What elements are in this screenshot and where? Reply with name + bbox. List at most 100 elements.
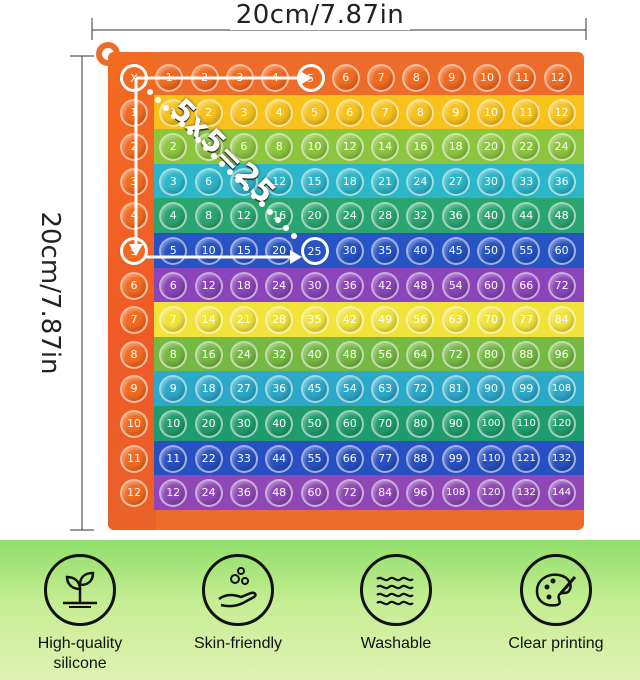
product-bubble[interactable]: 100 bbox=[477, 410, 505, 438]
product-bubble[interactable]: 6 bbox=[335, 98, 364, 127]
product-bubble[interactable]: 54 bbox=[335, 375, 364, 404]
header-bubble[interactable]: 10 bbox=[473, 64, 501, 92]
product-bubble[interactable]: 42 bbox=[335, 306, 364, 335]
header-bubble[interactable]: 1 bbox=[155, 64, 184, 92]
product-bubble[interactable]: 10 bbox=[300, 133, 329, 162]
product-bubble[interactable]: 99 bbox=[441, 444, 470, 473]
product-bubble[interactable]: 132 bbox=[547, 444, 576, 473]
product-bubble[interactable]: 121 bbox=[512, 444, 541, 473]
product-bubble[interactable]: 7 bbox=[159, 306, 188, 335]
product-bubble[interactable]: 8 bbox=[194, 202, 223, 231]
product-bubble[interactable]: 30 bbox=[477, 167, 505, 196]
product-bubble[interactable]: 9 bbox=[441, 98, 470, 127]
product-bubble[interactable]: 110 bbox=[477, 444, 505, 473]
product-bubble[interactable]: 63 bbox=[371, 375, 400, 404]
product-bubble[interactable]: 44 bbox=[512, 202, 541, 231]
product-bubble[interactable]: 45 bbox=[441, 237, 470, 265]
product-bubble[interactable]: 90 bbox=[477, 375, 505, 404]
header-bubble[interactable]: 8 bbox=[402, 64, 431, 92]
product-bubble[interactable]: 77 bbox=[512, 306, 541, 335]
corner-bubble[interactable]: X bbox=[120, 64, 148, 92]
product-bubble[interactable]: 27 bbox=[229, 375, 258, 404]
product-bubble[interactable]: 84 bbox=[371, 479, 400, 508]
product-bubble[interactable]: 40 bbox=[265, 410, 294, 438]
row-header-bubble[interactable]: 5 bbox=[120, 237, 148, 265]
product-bubble[interactable]: 24 bbox=[265, 271, 294, 300]
product-bubble[interactable]: 21 bbox=[229, 306, 258, 335]
product-bubble[interactable]: 96 bbox=[547, 340, 576, 369]
product-bubble[interactable]: 22 bbox=[512, 133, 541, 162]
product-bubble[interactable]: 24 bbox=[406, 167, 435, 196]
product-bubble[interactable]: 30 bbox=[229, 410, 258, 438]
product-bubble[interactable]: 25 bbox=[300, 237, 329, 265]
product-bubble[interactable]: 18 bbox=[194, 375, 223, 404]
product-bubble[interactable]: 11 bbox=[159, 444, 188, 473]
row-header-bubble[interactable]: 10 bbox=[120, 410, 148, 438]
product-bubble[interactable]: 64 bbox=[406, 340, 435, 369]
product-bubble[interactable]: 18 bbox=[335, 167, 364, 196]
row-header-bubble[interactable]: 4 bbox=[120, 202, 148, 231]
product-bubble[interactable]: 84 bbox=[547, 306, 576, 335]
header-bubble[interactable]: 7 bbox=[367, 64, 396, 92]
product-bubble[interactable]: 36 bbox=[335, 271, 364, 300]
product-bubble[interactable]: 18 bbox=[229, 271, 258, 300]
product-bubble[interactable]: 48 bbox=[335, 340, 364, 369]
product-bubble[interactable]: 3 bbox=[229, 98, 258, 127]
product-bubble[interactable]: 14 bbox=[194, 306, 223, 335]
product-bubble[interactable]: 9 bbox=[229, 167, 258, 196]
product-bubble[interactable]: 8 bbox=[265, 133, 294, 162]
product-bubble[interactable]: 96 bbox=[406, 479, 435, 508]
header-bubble[interactable]: 12 bbox=[543, 64, 572, 92]
product-bubble[interactable]: 2 bbox=[159, 133, 188, 162]
product-bubble[interactable]: 48 bbox=[547, 202, 576, 231]
product-bubble[interactable]: 10 bbox=[477, 98, 505, 127]
product-bubble[interactable]: 48 bbox=[265, 479, 294, 508]
product-bubble[interactable]: 49 bbox=[371, 306, 400, 335]
product-bubble[interactable]: 42 bbox=[371, 271, 400, 300]
product-bubble[interactable]: 66 bbox=[335, 444, 364, 473]
product-bubble[interactable]: 70 bbox=[371, 410, 400, 438]
product-bubble[interactable]: 32 bbox=[406, 202, 435, 231]
header-bubble[interactable]: 4 bbox=[261, 64, 290, 92]
product-bubble[interactable]: 72 bbox=[335, 479, 364, 508]
product-bubble[interactable]: 110 bbox=[512, 410, 541, 438]
product-bubble[interactable]: 6 bbox=[194, 167, 223, 196]
header-bubble[interactable]: 2 bbox=[190, 64, 219, 92]
product-bubble[interactable]: 9 bbox=[159, 375, 188, 404]
product-bubble[interactable]: 70 bbox=[477, 306, 505, 335]
product-bubble[interactable]: 88 bbox=[406, 444, 435, 473]
product-bubble[interactable]: 24 bbox=[194, 479, 223, 508]
product-bubble[interactable]: 108 bbox=[441, 479, 470, 508]
product-bubble[interactable]: 33 bbox=[512, 167, 541, 196]
product-bubble[interactable]: 36 bbox=[265, 375, 294, 404]
product-bubble[interactable]: 33 bbox=[229, 444, 258, 473]
product-bubble[interactable]: 36 bbox=[547, 167, 576, 196]
product-bubble[interactable]: 99 bbox=[512, 375, 541, 404]
product-bubble[interactable]: 10 bbox=[159, 410, 188, 438]
row-header-bubble[interactable]: 3 bbox=[120, 167, 148, 196]
header-bubble[interactable]: 6 bbox=[331, 64, 360, 92]
product-bubble[interactable]: 4 bbox=[159, 202, 188, 231]
product-bubble[interactable]: 55 bbox=[300, 444, 329, 473]
product-bubble[interactable]: 20 bbox=[477, 133, 505, 162]
product-bubble[interactable]: 6 bbox=[159, 271, 188, 300]
product-bubble[interactable]: 7 bbox=[371, 98, 400, 127]
product-bubble[interactable]: 63 bbox=[441, 306, 470, 335]
product-bubble[interactable]: 24 bbox=[229, 340, 258, 369]
row-header-bubble[interactable]: 2 bbox=[120, 133, 148, 162]
product-bubble[interactable]: 20 bbox=[300, 202, 329, 231]
product-bubble[interactable]: 40 bbox=[300, 340, 329, 369]
product-bubble[interactable]: 90 bbox=[441, 410, 470, 438]
product-bubble[interactable]: 32 bbox=[265, 340, 294, 369]
product-bubble[interactable]: 10 bbox=[194, 237, 223, 265]
product-bubble[interactable]: 80 bbox=[477, 340, 505, 369]
product-bubble[interactable]: 36 bbox=[229, 479, 258, 508]
product-bubble[interactable]: 144 bbox=[547, 479, 576, 508]
product-bubble[interactable]: 12 bbox=[159, 479, 188, 508]
product-bubble[interactable]: 36 bbox=[441, 202, 470, 231]
product-bubble[interactable]: 12 bbox=[229, 202, 258, 231]
product-bubble[interactable]: 56 bbox=[371, 340, 400, 369]
product-bubble[interactable]: 72 bbox=[441, 340, 470, 369]
product-bubble[interactable]: 50 bbox=[300, 410, 329, 438]
product-bubble[interactable]: 48 bbox=[406, 271, 435, 300]
